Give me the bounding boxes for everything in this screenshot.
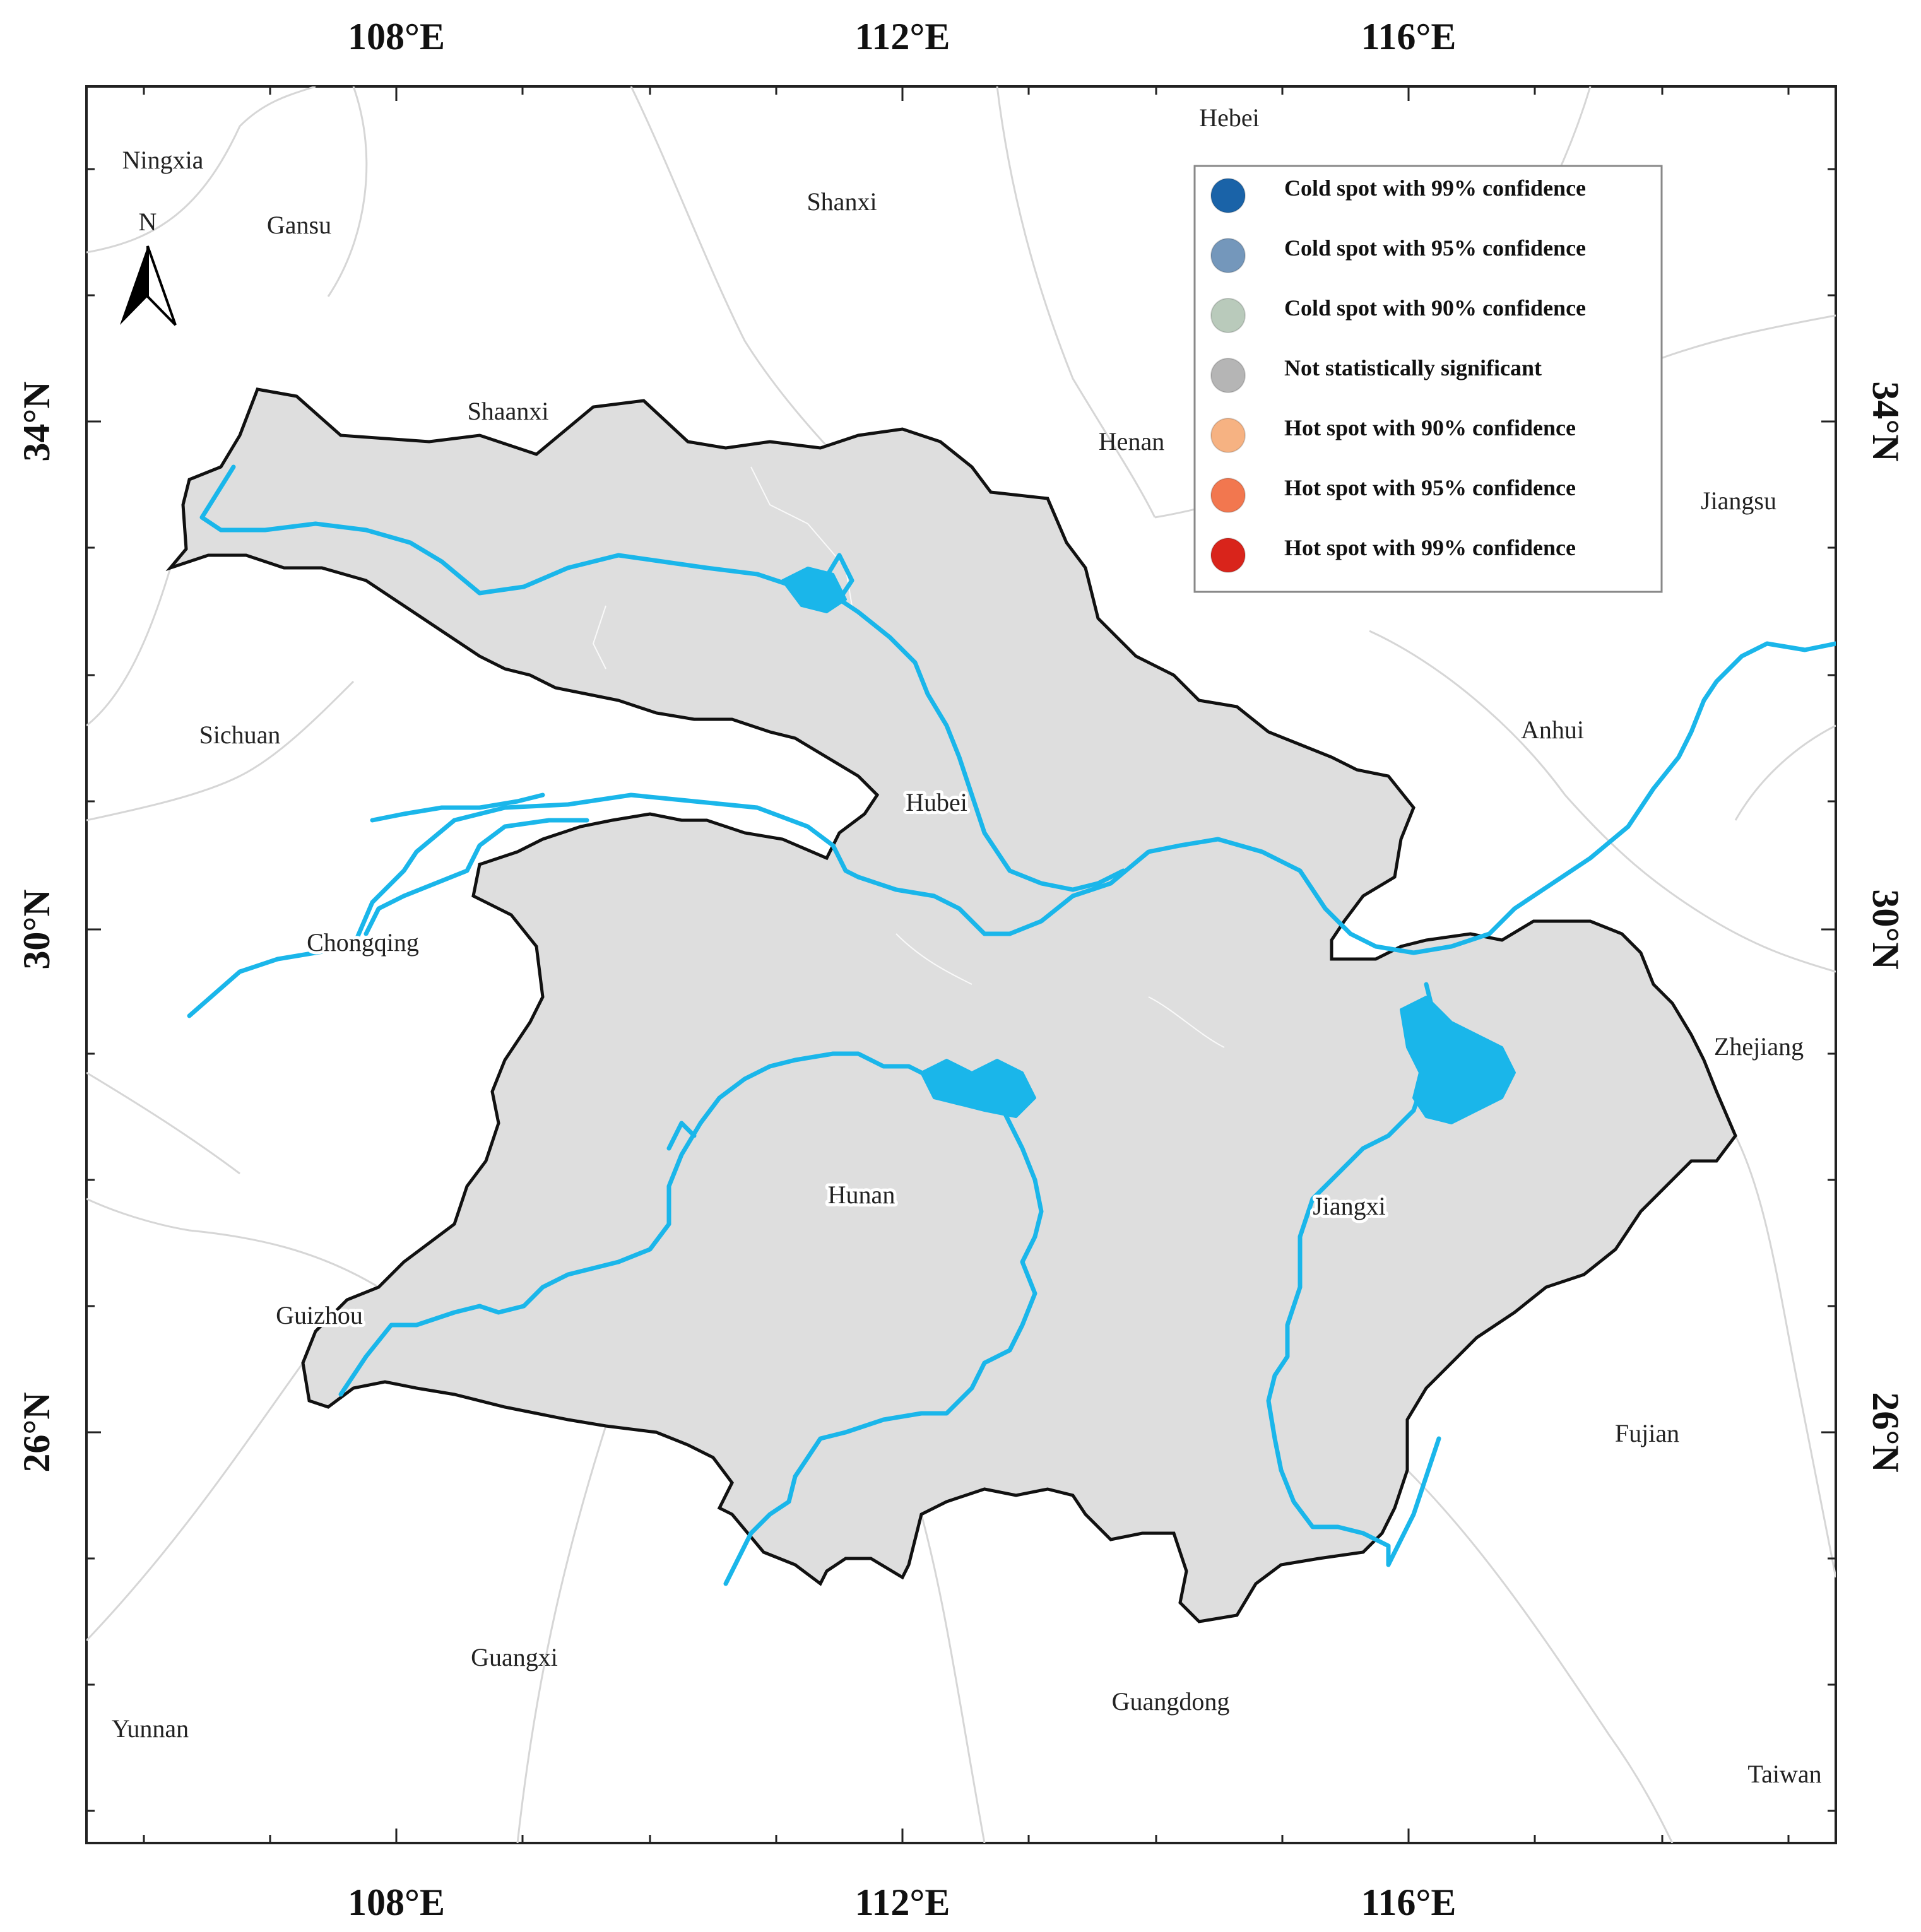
legend-box: [1193, 165, 1663, 593]
region-label-guangxi: Guangxi: [471, 1643, 558, 1671]
region-label-hubei: Hubei: [906, 788, 967, 816]
poyang-lake: [1400, 996, 1516, 1124]
legend-label: Cold spot with 90% confidence: [1284, 295, 1586, 321]
region-label-shanxi: Shanxi: [807, 187, 877, 216]
legend-label: Hot spot with 95% confidence: [1284, 475, 1576, 500]
region-label-yunnan: Yunnan: [112, 1714, 189, 1743]
lat-label-26-left: 26°N: [16, 1392, 57, 1472]
legend-swatch: [1210, 478, 1246, 513]
longitude-labels-top: 108°E 112°E 116°E: [348, 16, 1456, 57]
legend-swatch: [1210, 418, 1246, 453]
lat-label-34-left: 34°N: [16, 381, 57, 461]
legend-item: Hot spot with 95% confidence: [1210, 475, 1576, 513]
longitude-labels-bottom: 108°E 112°E 116°E: [348, 1882, 1456, 1923]
legend-item: Cold spot with 90% confidence: [1210, 295, 1586, 333]
region-label-jiangxi: Jiangxi: [1313, 1192, 1386, 1220]
yuan-river: [666, 1121, 697, 1151]
region-label-taiwan: Taiwan: [1747, 1760, 1821, 1788]
internal-province-boundaries: [592, 466, 1225, 1048]
legend-swatch: [1210, 238, 1246, 273]
region-label-ningxia: Ningxia: [122, 146, 204, 174]
lat-label-30-right: 30°N: [1865, 889, 1906, 969]
legend-item: Not statistically significant: [1210, 355, 1542, 393]
yangtze-river: [187, 641, 1836, 1018]
legend-item: Cold spot with 95% confidence: [1210, 235, 1586, 273]
legend-swatch: [1210, 298, 1246, 333]
legend-label: Cold spot with 99% confidence: [1284, 175, 1586, 201]
frame-ticks: [86, 86, 1836, 1843]
region-label-jiangsu: Jiangsu: [1701, 486, 1776, 515]
legend: Cold spot with 99% confidence Cold spot w…: [1193, 165, 1663, 593]
lon-label-112-bottom: 112°E: [855, 1882, 950, 1923]
region-label-fujian: Fujian: [1615, 1419, 1679, 1447]
region-label-zhejiang: Zhejiang: [1714, 1032, 1804, 1061]
lon-label-108-top: 108°E: [348, 16, 445, 57]
region-label-shaanxi: Shaanxi: [468, 397, 549, 425]
legend-swatch: [1210, 538, 1246, 573]
north-arrow: N: [120, 208, 177, 326]
lon-label-108-bottom: 108°E: [348, 1882, 445, 1923]
region-label-henan: Henan: [1099, 427, 1164, 456]
legend-swatch: [1210, 358, 1246, 393]
outside-region-labels: Ningxia Gansu Shanxi Hebei Henan Jiangsu…: [112, 103, 1822, 1788]
legend-item: Cold spot with 99% confidence: [1210, 175, 1586, 213]
region-label-guangdong: Guangdong: [1112, 1687, 1230, 1716]
lat-label-30-left: 30°N: [16, 889, 57, 969]
legend-label: Hot spot with 90% confidence: [1284, 415, 1576, 440]
legend-label: Cold spot with 95% confidence: [1284, 235, 1586, 261]
legend-label: Hot spot with 99% confidence: [1284, 535, 1576, 560]
region-label-gansu: Gansu: [267, 211, 331, 239]
background-province-boundaries: [86, 86, 1836, 1843]
lon-label-116-bottom: 116°E: [1361, 1882, 1457, 1923]
region-label-anhui: Anhui: [1521, 716, 1584, 744]
danjiangkou-reservoir: [781, 567, 847, 613]
region-label-hunan: Hunan: [828, 1181, 895, 1209]
legend-item: Hot spot with 99% confidence: [1210, 535, 1576, 573]
dongting-lake: [920, 1059, 1036, 1118]
legend-item: Hot spot with 90% confidence: [1210, 415, 1576, 453]
region-label-hebei: Hebei: [1199, 103, 1260, 132]
north-arrow-icon: [120, 245, 177, 326]
region-label-sichuan: Sichuan: [199, 721, 281, 749]
lat-label-26-right: 26°N: [1865, 1392, 1906, 1472]
study-region-labels: Shaanxi Hubei Chongqing Hunan Guizhou Ji…: [273, 394, 1389, 1333]
latitude-labels-right: 34°N 30°N 26°N: [1865, 381, 1906, 1472]
region-label-chongqing: Chongqing: [307, 928, 419, 957]
jialing-river: [370, 792, 545, 823]
legend-swatch: [1210, 178, 1246, 213]
wu-river: [364, 818, 589, 936]
legend-label: Not statistically significant: [1284, 355, 1542, 380]
rivers: [187, 464, 1836, 1586]
north-arrow-label: N: [139, 208, 157, 236]
lat-label-34-right: 34°N: [1865, 381, 1906, 461]
latitude-labels-left: 34°N 30°N 26°N: [16, 381, 57, 1472]
lon-label-112-top: 112°E: [855, 16, 950, 57]
lon-label-116-top: 116°E: [1361, 16, 1457, 57]
region-label-guizhou: Guizhou: [276, 1301, 363, 1329]
gan-river: [1266, 982, 1441, 1567]
